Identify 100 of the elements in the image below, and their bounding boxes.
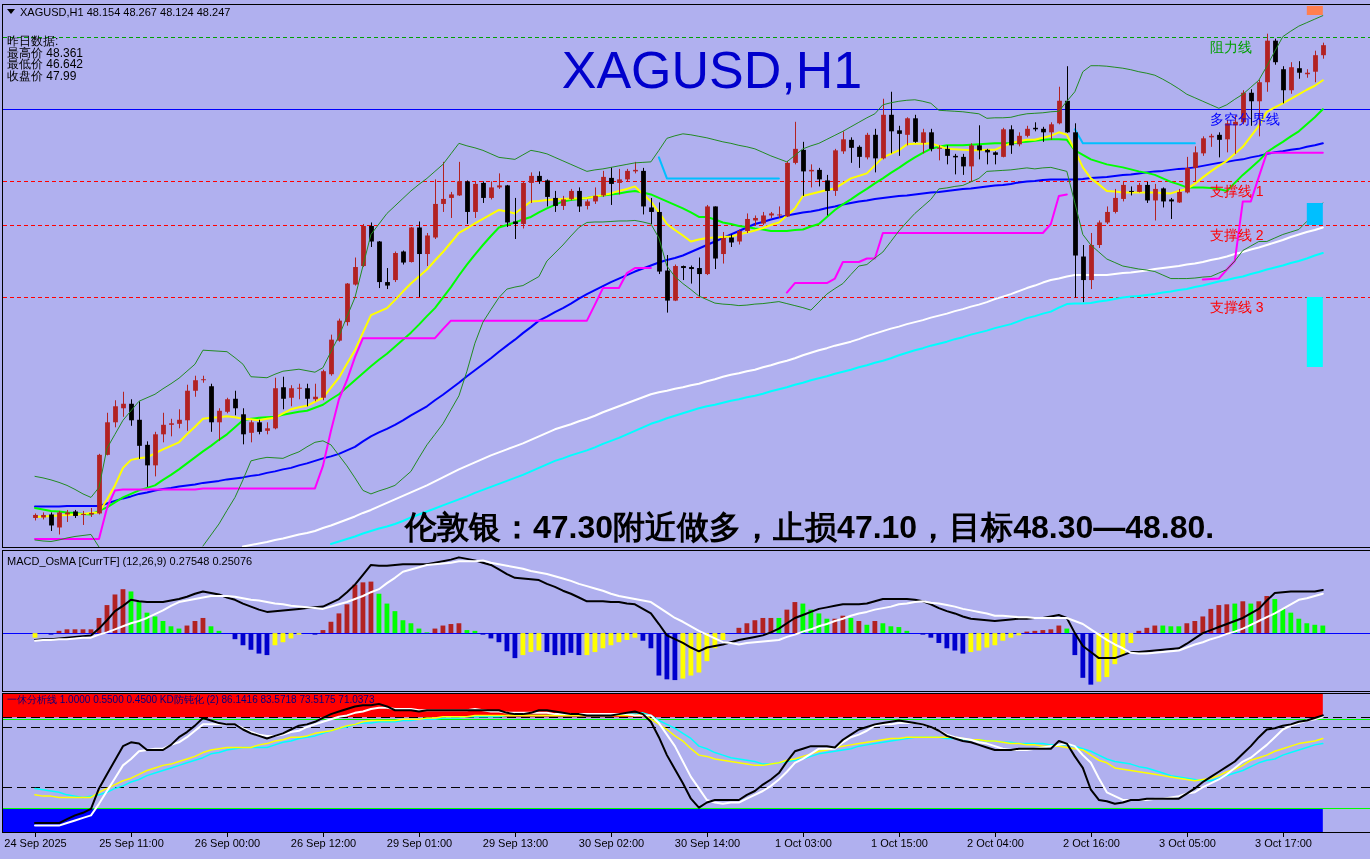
bar [928,633,934,638]
bar [872,621,878,634]
candlestick [865,132,870,160]
candlestick [1289,61,1294,95]
annotation: 最低价 46.642 [7,57,84,71]
x-tick-label: 1 Oct 15:00 [871,837,928,849]
candlestick [841,130,846,155]
bar [1072,633,1078,656]
x-tick-label: 25 Sep 11:00 [99,837,164,849]
bar [1280,608,1286,634]
bar [1008,633,1014,638]
candlestick [1113,188,1118,214]
x-tick-label: 3 Oct 17:00 [1255,837,1312,849]
bar [1032,630,1038,634]
candlestick [145,440,150,488]
annotation: 伦敦银：47.30附近做多，止损47.10，目标48.30—48.80. [404,509,1215,545]
x-tick-label: 29 Sep 01:00 [386,837,453,849]
chart-title: XAGUSD,H1 [561,41,863,99]
bar [1224,604,1230,634]
bar [976,633,982,651]
bar [864,624,870,634]
bar [1096,633,1102,682]
candlestick [513,197,518,240]
candlestick [545,178,550,207]
candlestick [977,124,982,160]
candlestick [49,511,54,532]
candlestick [529,171,534,204]
bar [1128,633,1134,643]
bar [1040,630,1046,634]
bar [1288,612,1294,634]
candlestick [617,168,622,195]
bar [1192,621,1198,634]
candlestick [425,232,430,267]
x-tick-label: 26 Sep 00:00 [194,837,261,849]
candlestick [1217,131,1222,158]
x-tick-label: 2 Oct 16:00 [1063,837,1120,849]
ref-line-label: 阻力线 [1209,38,1252,55]
x-tick-label: 30 Sep 14:00 [674,837,741,849]
bar [1056,625,1062,634]
candlestick [697,257,702,297]
bar [944,633,950,649]
candlestick [1281,65,1286,104]
candlestick [113,399,118,428]
candlestick [1097,219,1102,249]
bar [936,633,942,643]
candlestick [1169,197,1174,220]
bar [1136,630,1142,634]
annotation: 昨日数据: [7,34,59,48]
candlestick [889,91,894,154]
candlestick [609,166,614,206]
bar [1144,627,1150,634]
candlestick [305,383,310,407]
candlestick [553,190,558,213]
candlestick [449,191,454,219]
bar [856,621,862,634]
candlestick [689,265,694,285]
bar [32,633,38,638]
x-tick-label: 24 Sep 2025 [4,837,67,849]
bar [1016,633,1022,636]
chart-title: MACD_OsMA [CurrTF] (12,26,9) 0.27548 0.25076 [7,555,253,567]
bar [896,627,902,634]
candlestick [913,114,918,144]
candlestick [457,161,462,197]
candlestick [57,510,62,535]
bar [968,633,974,653]
candlestick [793,121,798,165]
bar [888,626,894,634]
candlestick [801,141,806,197]
candlestick [745,212,750,234]
bar [952,633,958,651]
x-tick-label: 29 Sep 13:00 [482,837,549,849]
bar [904,630,910,634]
bar [1200,616,1206,634]
candlestick [1313,50,1318,83]
bar [1160,625,1166,634]
candlestick [961,153,966,176]
annotation: 最高价 48.361 [7,46,84,60]
candlestick [1081,244,1086,303]
candlestick [1161,186,1166,208]
bar [1304,623,1310,634]
bar [744,623,750,634]
candlestick [1193,145,1198,182]
candlestick [1057,86,1062,125]
candlestick [249,419,254,443]
candlestick [1009,124,1014,155]
candlestick [489,180,494,200]
x-tick-label: 1 Oct 03:00 [775,837,832,849]
bar [984,633,990,648]
candlestick [969,142,974,183]
candlestick [441,161,446,213]
bar [1064,628,1070,634]
bar [1296,618,1302,634]
bar [1184,623,1190,634]
candlestick [233,390,238,416]
bar [1216,605,1222,634]
candlestick [721,231,726,265]
candlestick [289,384,294,407]
candlestick [849,136,854,164]
candlestick [1201,135,1206,157]
bar [1000,633,1006,641]
